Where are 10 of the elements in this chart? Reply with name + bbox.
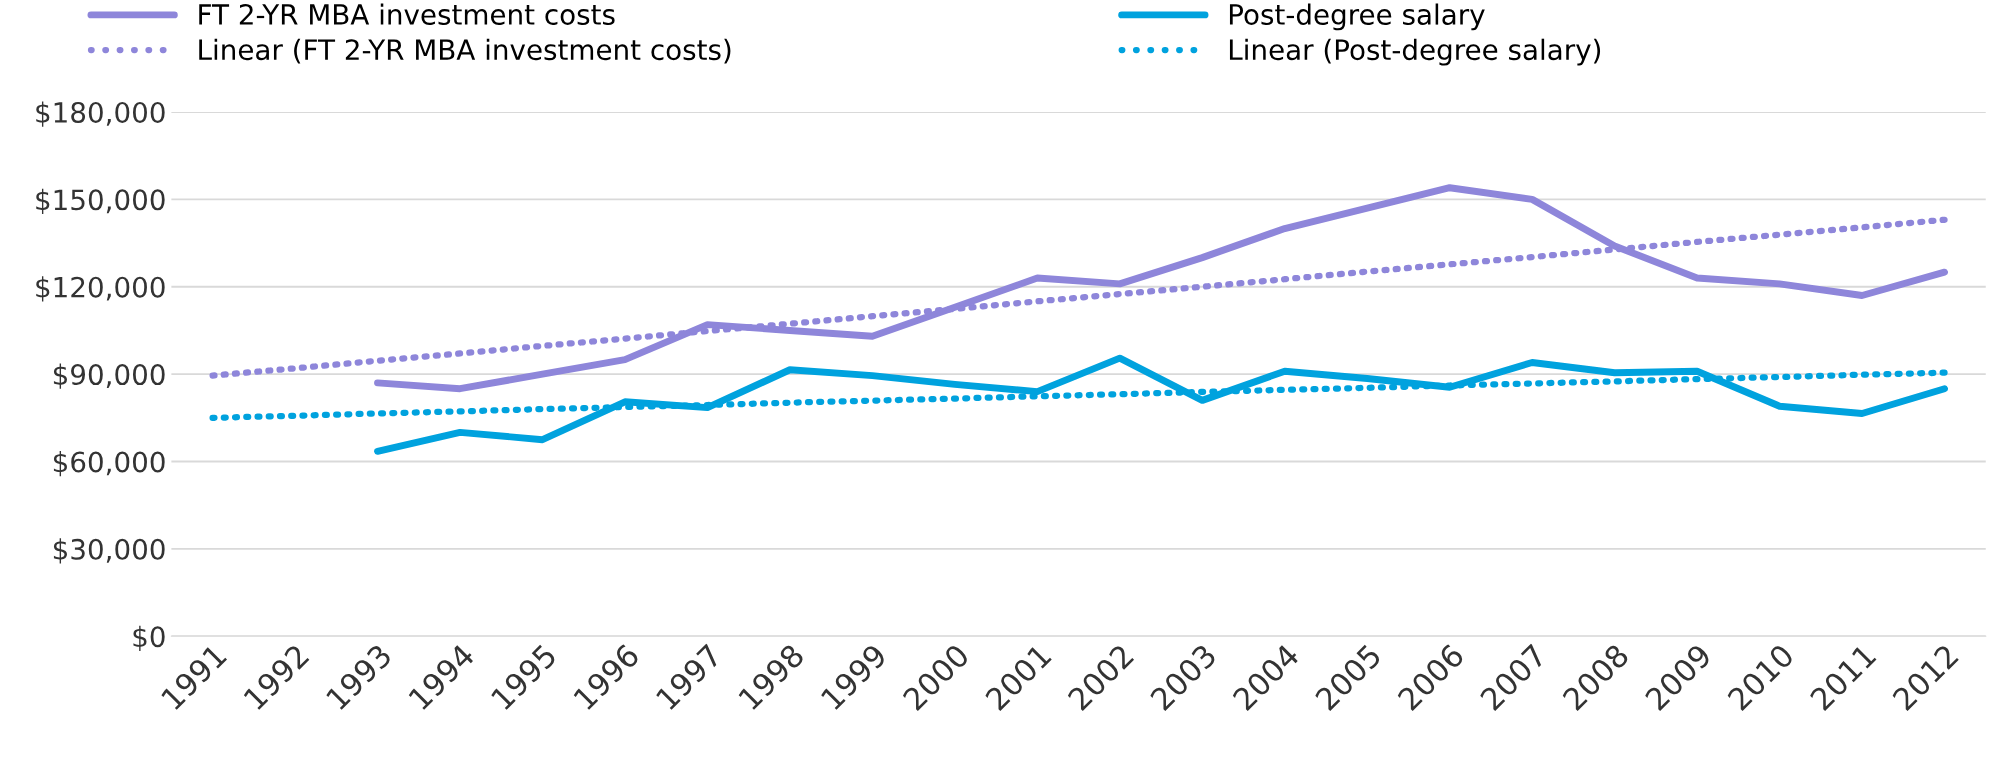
y-tick-label: $180,000 xyxy=(36,101,165,127)
y-tick-label: $90,000 xyxy=(53,363,165,389)
y-tick-label: $120,000 xyxy=(36,276,165,302)
y-tick-label: $60,000 xyxy=(53,450,165,477)
legend-label: Linear (Post-degree salary) xyxy=(1229,38,1601,66)
y-tick-label: $150,000 xyxy=(36,188,165,215)
legend-label: Linear (FT 2-YR MBA investment costs) xyxy=(199,38,731,64)
legend-label: Post-degree salary xyxy=(1229,3,1485,31)
legend-label: FT 2-YR MBA investment costs xyxy=(199,3,615,25)
y-tick-label: $30,000 xyxy=(53,538,165,564)
